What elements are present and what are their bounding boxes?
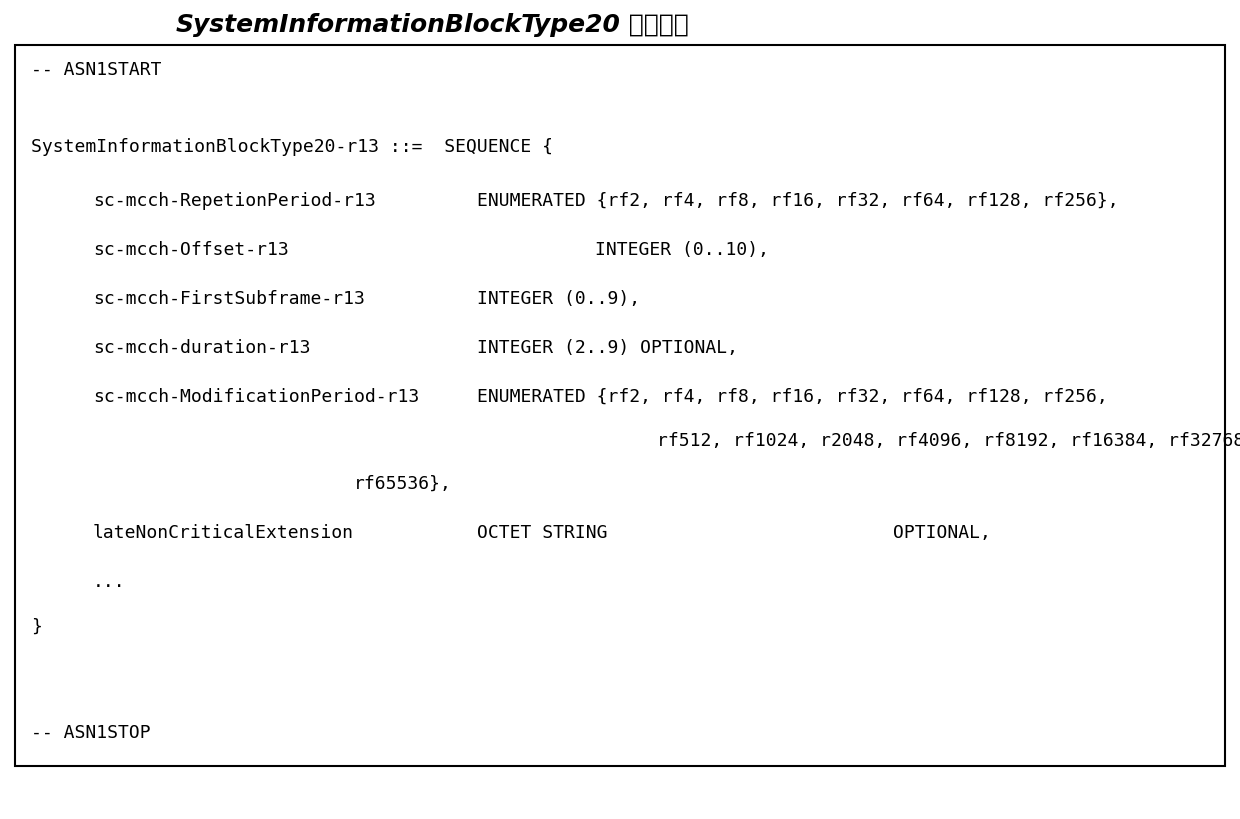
Text: rf65536},: rf65536},: [353, 475, 451, 493]
Text: sc-mcch-FirstSubframe-r13: sc-mcch-FirstSubframe-r13: [93, 290, 365, 308]
Text: -- ASN1START: -- ASN1START: [31, 61, 161, 79]
Text: ENUMERATED {rf2, rf4, rf8, rf16, rf32, rf64, rf128, rf256},: ENUMERATED {rf2, rf4, rf8, rf16, rf32, r…: [477, 192, 1118, 210]
Text: sc-mcch-duration-r13: sc-mcch-duration-r13: [93, 339, 310, 357]
Text: 信息元素: 信息元素: [620, 12, 688, 37]
FancyBboxPatch shape: [15, 45, 1225, 766]
Text: ...: ...: [93, 573, 125, 591]
Text: INTEGER (2..9) OPTIONAL,: INTEGER (2..9) OPTIONAL,: [477, 339, 738, 357]
Text: INTEGER (0..9),: INTEGER (0..9),: [477, 290, 641, 308]
Text: SystemInformationBlockType20: SystemInformationBlockType20: [175, 12, 620, 37]
Text: -- ASN1STOP: -- ASN1STOP: [31, 724, 150, 742]
Text: OCTET STRING: OCTET STRING: [477, 524, 608, 542]
Text: lateNonCriticalExtension: lateNonCriticalExtension: [93, 524, 353, 542]
Text: INTEGER (0..10),: INTEGER (0..10),: [595, 241, 769, 259]
Text: ENUMERATED {rf2, rf4, rf8, rf16, rf32, rf64, rf128, rf256,: ENUMERATED {rf2, rf4, rf8, rf16, rf32, r…: [477, 388, 1109, 406]
Text: sc-mcch-RepetionPeriod-r13: sc-mcch-RepetionPeriod-r13: [93, 192, 376, 210]
Text: OPTIONAL,: OPTIONAL,: [893, 524, 991, 542]
Text: sc-mcch-Offset-r13: sc-mcch-Offset-r13: [93, 241, 289, 259]
Text: rf512, rf1024, r2048, rf4096, rf8192, rf16384, rf32768,: rf512, rf1024, r2048, rf4096, rf8192, rf…: [657, 432, 1240, 450]
Text: }: }: [31, 618, 42, 636]
Text: sc-mcch-ModificationPeriod-r13: sc-mcch-ModificationPeriod-r13: [93, 388, 419, 406]
Text: SystemInformationBlockType20-r13 ::=  SEQUENCE {: SystemInformationBlockType20-r13 ::= SEQ…: [31, 138, 553, 156]
